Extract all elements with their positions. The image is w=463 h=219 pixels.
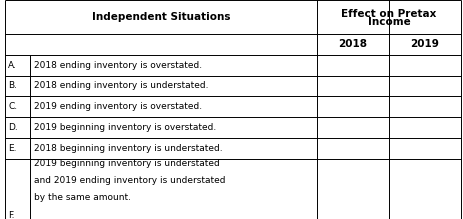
Text: 2019 ending inventory is overstated.: 2019 ending inventory is overstated. bbox=[34, 102, 202, 111]
Text: E.: E. bbox=[8, 144, 17, 153]
Text: 2018 ending inventory is overstated.: 2018 ending inventory is overstated. bbox=[34, 61, 202, 70]
Text: Independent Situations: Independent Situations bbox=[92, 12, 230, 22]
Text: and 2019 ending inventory is understated: and 2019 ending inventory is understated bbox=[34, 176, 225, 185]
Text: Income: Income bbox=[368, 18, 410, 27]
Text: by the same amount.: by the same amount. bbox=[34, 193, 131, 202]
Text: 2018 beginning inventory is understated.: 2018 beginning inventory is understated. bbox=[34, 144, 222, 153]
Text: 2019: 2019 bbox=[410, 39, 439, 49]
Text: D.: D. bbox=[8, 123, 18, 132]
Text: F.: F. bbox=[8, 210, 15, 219]
Text: A.: A. bbox=[8, 61, 17, 70]
Text: 2018 ending inventory is understated.: 2018 ending inventory is understated. bbox=[34, 81, 208, 90]
Text: C.: C. bbox=[8, 102, 18, 111]
Text: 2019 beginning inventory is overstated.: 2019 beginning inventory is overstated. bbox=[34, 123, 216, 132]
Text: 2019 beginning inventory is understated: 2019 beginning inventory is understated bbox=[34, 159, 219, 168]
Text: B.: B. bbox=[8, 81, 17, 90]
Text: Effect on Pretax: Effect on Pretax bbox=[341, 9, 437, 19]
Text: 2018: 2018 bbox=[338, 39, 368, 49]
